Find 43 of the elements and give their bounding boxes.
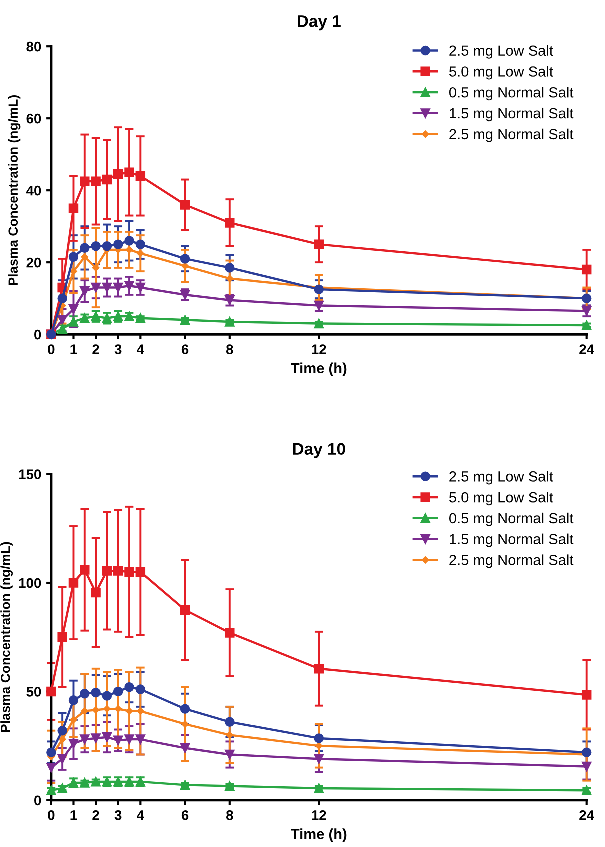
y-axis-title: Plasma Concentration (ng/mL) (0, 542, 13, 732)
x-tick-label: 3 (114, 810, 122, 820)
legend-label: 1.5 mg Normal Salt (450, 534, 574, 548)
x-axis-title: Time (h) (291, 362, 347, 376)
x-axis-title: Time (h) (291, 828, 347, 842)
legend-label: 2.5 mg Low Salt (450, 471, 554, 485)
legend-label: 2.5 mg Low Salt (450, 45, 554, 59)
x-tick-label: 3 (114, 344, 122, 355)
x-tick-label: 1 (70, 344, 78, 354)
legend-label: 1.5 mg Normal Salt (450, 108, 574, 122)
x-tick-label: 1 (70, 810, 78, 820)
legend-label: 2.5 mg Normal Salt (450, 128, 574, 142)
y-tick-label: 0 (34, 796, 42, 806)
y-tick-label: 20 (26, 258, 42, 268)
y-tick-label: 150 (19, 470, 42, 480)
legend-label: 5.0 mg Low Salt (450, 66, 554, 80)
x-tick-label: 24 (580, 810, 594, 820)
x-tick-label: 12 (312, 810, 326, 820)
chart-title: Day 10 (293, 443, 346, 458)
x-tick-label: 8 (226, 344, 234, 354)
y-tick-label: 60 (26, 114, 42, 124)
y-tick-label: 0 (34, 330, 42, 340)
y-tick-label: 80 (26, 42, 42, 52)
x-tick-label: 12 (312, 344, 326, 354)
x-tick-label: 4 (137, 344, 144, 354)
x-tick-label: 0 (48, 344, 55, 354)
chart-title: Day 1 (298, 16, 341, 31)
legend-label: 2.5 mg Normal Salt (450, 554, 574, 568)
y-axis-title: Plasma Concentration (ng/mL) (8, 96, 21, 286)
legend-label: 0.5 mg Normal Salt (449, 512, 574, 527)
x-tick-label: 4 (137, 810, 144, 820)
legend-label: 0.5 mg Normal Salt (449, 87, 574, 101)
x-tick-label: 0 (48, 810, 55, 820)
x-tick-label: 2 (92, 344, 100, 354)
x-tick-label: 24 (580, 344, 594, 354)
legend-label: 5.0 mg Low Salt (450, 492, 554, 506)
x-tick-label: 6 (182, 810, 189, 820)
x-tick-label: 8 (226, 810, 234, 820)
x-tick-label: 2 (92, 810, 100, 820)
y-tick-label: 100 (19, 578, 42, 588)
y-tick-label: 50 (26, 687, 42, 697)
x-tick-label: 6 (182, 344, 189, 354)
y-tick-label: 40 (26, 186, 42, 196)
